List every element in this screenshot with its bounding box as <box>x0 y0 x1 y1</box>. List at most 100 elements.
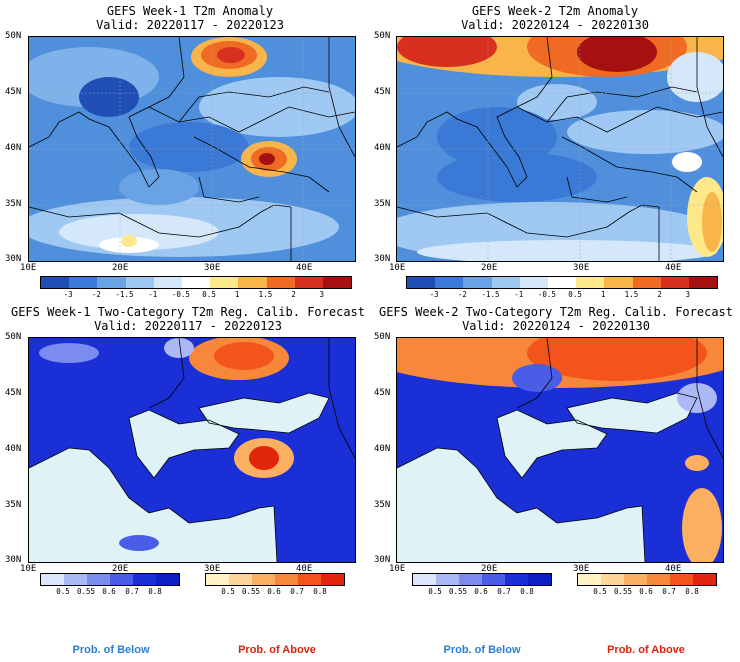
anomaly-colorbar <box>406 276 718 289</box>
colorbar-tick-label: 0.7 <box>290 587 304 596</box>
colorbar-tick-label: 0.8 <box>313 587 327 596</box>
lon-label-10e: 10E <box>389 263 406 273</box>
anomaly-field <box>397 37 723 261</box>
colorbar-swatch <box>519 277 548 288</box>
colorbar-swatch <box>153 277 182 288</box>
prob-below-colorbar <box>412 573 552 586</box>
colorbar-swatch <box>298 574 321 585</box>
colorbar-swatch <box>41 574 64 585</box>
panel-valid-dates: Valid: 20220117 - 20220123 <box>94 319 282 333</box>
colorbar-tick-label: 0.6 <box>267 587 281 596</box>
colorbar-tick-label: 0.55 <box>76 587 96 596</box>
colorbar-swatch <box>252 574 275 585</box>
colorbar-swatch <box>688 277 718 288</box>
colorbar-swatch <box>632 277 661 288</box>
lon-label-30e: 30E <box>204 564 221 574</box>
colorbar-swatch <box>110 574 133 585</box>
lat-label-35n: 35N <box>374 199 391 209</box>
lat-label-40n: 40N <box>374 444 391 454</box>
colorbar-tick-label: 1 <box>235 290 240 299</box>
panel-valid-dates: Valid: 20220124 - 20220130 <box>461 18 649 32</box>
colorbar-swatch <box>321 574 344 585</box>
colorbar-tick-label: 1 <box>601 290 606 299</box>
panel-title: GEFS Week-1 T2m Anomaly <box>106 4 274 18</box>
colorbar-swatch <box>238 277 267 288</box>
colorbar-swatch <box>528 574 551 585</box>
prob-above-colorbar <box>577 573 717 586</box>
lat-label-35n: 35N <box>5 500 22 510</box>
lat-label-35n: 35N <box>5 199 22 209</box>
lon-label-10e: 10E <box>389 564 406 574</box>
colorbar-swatch <box>647 574 670 585</box>
lat-label-30n: 30N <box>374 254 391 264</box>
colorbar-tick-label: 0.7 <box>125 587 139 596</box>
lon-label-40e: 40E <box>665 564 682 574</box>
anomaly-field <box>29 37 355 261</box>
lon-label-30e: 30E <box>573 564 590 574</box>
colorbar-swatch <box>576 277 605 288</box>
lon-label-40e: 40E <box>296 564 313 574</box>
panel-title: GEFS Week-2 Two-Category T2m Reg. Calib.… <box>378 305 733 319</box>
panel-title: GEFS Week-2 T2m Anomaly <box>471 4 639 18</box>
colorbar-swatch <box>133 574 156 585</box>
anomaly-colorbar <box>40 276 352 289</box>
lon-label-20e: 20E <box>112 564 129 574</box>
colorbar-swatch <box>693 574 716 585</box>
lon-label-40e: 40E <box>296 263 313 273</box>
colorbar-tick-label: 3 <box>319 290 325 299</box>
lat-label-40n: 40N <box>5 143 22 153</box>
lon-label-30e: 30E <box>573 263 590 273</box>
panel-title: GEFS Week-1 Two-Category T2m Reg. Calib.… <box>10 305 365 319</box>
lat-label-50n: 50N <box>5 332 22 342</box>
colorbar-swatch <box>125 277 154 288</box>
colorbar-swatch <box>181 277 211 288</box>
colorbar-tick-label: 3 <box>685 290 691 299</box>
colorbar-tick-label: 0.55 <box>448 587 468 596</box>
colorbar-tick-label: -2 <box>457 290 467 299</box>
colorbar-swatch <box>491 277 520 288</box>
colorbar-tick-label: 1.5 <box>258 290 273 299</box>
lat-label-45n: 45N <box>5 87 22 97</box>
lon-label-40e: 40E <box>665 263 682 273</box>
colorbar-tick-label: 0.6 <box>639 587 653 596</box>
colorbar-swatch <box>436 574 459 585</box>
lat-label-30n: 30N <box>5 254 22 264</box>
colorbar-swatch <box>87 574 110 585</box>
prob-below-label: Prob. of Below <box>72 644 150 656</box>
colorbar-tick-label: 0.55 <box>241 587 261 596</box>
colorbar-tick-label: -1 <box>514 290 524 299</box>
colorbar-tick-label: 0.8 <box>520 587 534 596</box>
colorbar-swatch <box>660 277 689 288</box>
colorbar-tick-label: 0.7 <box>662 587 676 596</box>
lon-label-10e: 10E <box>20 263 37 273</box>
colorbar-tick-label: 0.8 <box>148 587 162 596</box>
probability-map-week2 <box>396 337 724 563</box>
probability-map-week1 <box>28 337 356 563</box>
lat-label-50n: 50N <box>374 31 391 41</box>
colorbar-tick-label: 2 <box>657 290 662 299</box>
lon-label-20e: 20E <box>481 564 498 574</box>
colorbar-swatch <box>670 574 693 585</box>
colorbar-swatch <box>322 277 352 288</box>
colorbar-tick-label: 2 <box>291 290 296 299</box>
colorbar-tick-label: -3 <box>63 290 73 299</box>
colorbar-tick-label: 0.5 <box>593 587 607 596</box>
lat-label-30n: 30N <box>374 555 391 565</box>
colorbar-tick-label: -0.5 <box>537 290 556 299</box>
prob-above-label: Prob. of Above <box>607 644 685 656</box>
colorbar-tick-label: 1.5 <box>624 290 639 299</box>
colorbar-swatch <box>41 277 70 288</box>
panel-valid-dates: Valid: 20220117 - 20220123 <box>96 18 284 32</box>
colorbar-swatch <box>407 277 436 288</box>
lat-label-45n: 45N <box>374 388 391 398</box>
lon-label-20e: 20E <box>481 263 498 273</box>
colorbar-swatch <box>601 574 624 585</box>
lat-label-30n: 30N <box>5 555 22 565</box>
colorbar-swatch <box>156 574 179 585</box>
colorbar-swatch <box>97 277 126 288</box>
colorbar-tick-label: 0.5 <box>221 587 235 596</box>
anomaly-map-week1 <box>28 36 356 262</box>
colorbar-swatch <box>578 574 601 585</box>
colorbar-swatch <box>505 574 528 585</box>
colorbar-tick-label: 0.5 <box>568 290 582 299</box>
